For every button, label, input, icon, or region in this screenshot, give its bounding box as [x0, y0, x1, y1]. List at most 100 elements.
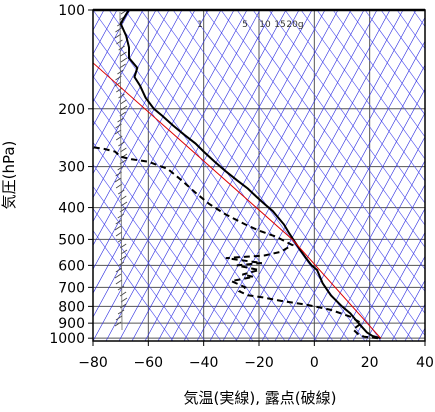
y-tick-label: 100: [58, 3, 85, 19]
isotherm-line: [183, 10, 365, 341]
adiabat-line: [268, 10, 425, 226]
isotherm-line: [235, 10, 417, 341]
isotherm-line: [365, 231, 425, 341]
x-tick-label: −40: [189, 355, 219, 371]
isotherm-line: [93, 10, 235, 270]
isotherm-line: [431, 10, 435, 341]
adiabat-line: [188, 10, 425, 336]
adiabat-line: [204, 10, 425, 314]
isotherm-line: [131, 10, 313, 341]
isotherm-line: [93, 10, 157, 127]
isotherm-line: [93, 10, 131, 79]
isotherm-line: [261, 40, 425, 341]
adiabat-line: [429, 10, 435, 341]
mixing-ratio-label: 1: [197, 20, 203, 30]
x-tick-label: −80: [78, 355, 108, 371]
x-tick-label: −20: [244, 355, 274, 371]
series-line-1: [93, 146, 379, 340]
adiabat-line: [332, 10, 425, 138]
adiabat-lines: [93, 10, 435, 341]
adiabat-line: [93, 97, 270, 341]
adiabat-line: [316, 10, 425, 160]
isotherm-line: [144, 10, 326, 341]
isotherm-line: [157, 10, 339, 341]
isotherm-line: [352, 207, 425, 341]
adiabat-line: [172, 10, 414, 341]
mixing-ratio-label: 10: [259, 20, 271, 30]
adiabat-line: [93, 53, 302, 341]
isotherm-line: [417, 327, 425, 341]
adiabat-line: [300, 10, 425, 182]
y-tick-label: 500: [58, 232, 85, 248]
y-axis-label: 気圧(hPa): [0, 141, 18, 210]
y-tick-label: 300: [58, 160, 85, 176]
adiabat-line: [108, 10, 350, 341]
adiabat-line: [396, 10, 425, 50]
adiabat-line: [284, 10, 425, 204]
mixing-ratio-label: 15: [274, 20, 285, 30]
isotherm-line: [93, 10, 274, 341]
adiabat-line: [364, 10, 425, 94]
adiabat-line: [140, 10, 382, 341]
isotherm-line: [93, 10, 144, 103]
series-line-2: [93, 62, 382, 339]
adiabat-line: [93, 10, 334, 341]
x-tick-label: 20: [361, 355, 379, 371]
isotherm-line: [313, 136, 425, 341]
isotherm-line: [404, 303, 425, 341]
wind-barbs: [114, 10, 128, 331]
isotherm-line: [93, 10, 248, 294]
adiabat-line: [93, 186, 206, 341]
x-tick-label: 40: [416, 355, 434, 371]
isotherm-line: [105, 10, 287, 341]
isotherm-line: [248, 16, 425, 341]
isotherm-line: [287, 88, 425, 341]
isotherm-line: [93, 10, 222, 247]
adiabat-line: [93, 163, 222, 341]
adiabat-line: [412, 10, 425, 28]
x-tick-label: −60: [134, 355, 164, 371]
isotherm-line: [93, 10, 261, 318]
y-tick-label: 200: [58, 102, 85, 118]
y-tick-label: 600: [58, 258, 85, 274]
isotherm-line: [378, 255, 425, 341]
adiabat-line: [93, 208, 190, 341]
x-tick-label: 0: [310, 355, 319, 371]
y-tick-label: 1000: [49, 331, 85, 347]
adiabat-line: [93, 75, 286, 341]
adiabat-line: [156, 10, 398, 341]
isotherm-line: [274, 64, 425, 341]
y-tick-label: 700: [58, 280, 85, 296]
y-tick-label: 800: [58, 299, 85, 315]
isotherm-line: [209, 10, 391, 341]
mixing-ratio-labels: 1 5 10 15 20g: [197, 20, 303, 30]
profile-series: [93, 10, 382, 340]
adiabat-line: [93, 141, 238, 341]
isotherm-line: [300, 112, 425, 341]
isotherm-line: [93, 10, 183, 175]
wind-staff: [119, 11, 123, 331]
y-tick-label: 900: [58, 316, 85, 332]
adiabat-line: [93, 230, 174, 341]
adiabat-line: [252, 10, 425, 248]
x-axis-label: 気温(実線), 露点(破線): [184, 389, 337, 407]
isotherm-line: [93, 10, 209, 223]
x-ticks: −80 −60 −40 −20 0 20 40: [78, 341, 434, 371]
isotherm-line: [93, 10, 170, 151]
adiabat-line: [93, 31, 318, 341]
isotherm-line: [391, 279, 425, 341]
wind-barb: [114, 10, 128, 327]
isotherm-line: [196, 10, 378, 341]
isotherm-line: [93, 10, 196, 199]
mixing-ratio-label: 20g: [286, 20, 303, 30]
adiabat-line: [93, 119, 254, 341]
adiabat-line: [380, 10, 425, 72]
y-tick-label: 400: [58, 201, 85, 217]
adiabat-line: [348, 10, 425, 116]
isotherm-line: [339, 184, 425, 341]
adiabat-line: [236, 10, 425, 270]
adiabat-line: [220, 10, 425, 292]
